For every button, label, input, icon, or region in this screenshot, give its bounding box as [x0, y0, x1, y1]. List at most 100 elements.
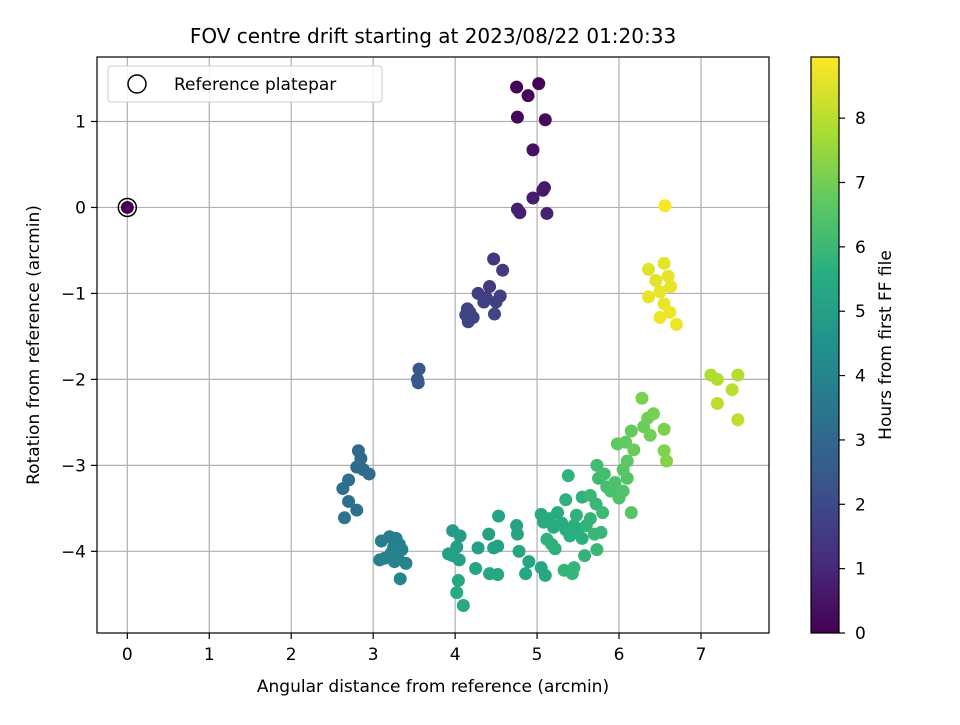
data-point — [487, 252, 501, 266]
data-point — [710, 396, 724, 410]
data-point — [725, 383, 739, 397]
data-point — [657, 444, 671, 458]
y-tick-label: 0 — [75, 198, 86, 218]
colorbar-gradient — [810, 56, 840, 634]
data-point — [477, 295, 491, 309]
data-point — [411, 376, 425, 390]
x-tick-label: 3 — [368, 645, 379, 665]
data-point — [522, 555, 536, 569]
data-point — [450, 586, 464, 600]
x-axis-label: Angular distance from reference (arcmin) — [257, 677, 609, 697]
data-point — [608, 476, 622, 490]
data-point — [519, 567, 533, 581]
colorbar-label: Hours from first FF file — [876, 250, 896, 440]
data-point — [661, 269, 675, 283]
data-point — [521, 89, 535, 103]
data-point — [731, 413, 745, 427]
data-point — [653, 310, 667, 324]
colorbar-tick-label: 2 — [855, 495, 866, 515]
data-point — [512, 544, 526, 558]
data-point — [569, 508, 583, 522]
data-point — [456, 598, 470, 612]
data-point — [597, 467, 611, 481]
data-point — [532, 77, 546, 91]
data-point — [538, 113, 552, 127]
data-point — [642, 290, 656, 304]
legend: Reference platepar — [107, 65, 383, 103]
data-point — [658, 199, 672, 213]
data-point — [337, 511, 351, 525]
y-axis-ticks: −4 −3 −2 −1 0 1 — [61, 112, 97, 562]
data-point — [350, 503, 364, 517]
data-point — [620, 454, 634, 468]
data-point — [635, 391, 649, 405]
data-point — [649, 274, 663, 288]
data-point — [594, 525, 608, 539]
data-point — [653, 285, 667, 299]
data-point — [646, 407, 660, 421]
data-point — [492, 509, 506, 523]
data-point — [583, 512, 597, 526]
data-point — [489, 295, 503, 309]
data-point — [710, 372, 724, 386]
colorbar: 0 1 2 3 4 5 6 7 8 Hours from first FF file — [810, 56, 896, 644]
data-point — [657, 422, 671, 436]
y-tick-label: −3 — [61, 456, 86, 476]
data-point — [453, 529, 467, 543]
colorbar-tick-label: 4 — [855, 367, 866, 387]
data-point — [537, 181, 551, 195]
legend-marker-icon — [127, 74, 147, 94]
data-point — [540, 206, 554, 220]
data-point — [412, 362, 426, 376]
x-tick-label: 6 — [614, 645, 625, 665]
data-point — [619, 435, 633, 449]
x-tick-label: 2 — [286, 645, 297, 665]
data-point — [483, 280, 497, 294]
data-point — [491, 568, 505, 582]
data-point — [643, 428, 657, 442]
legend-label: Reference platepar — [174, 75, 336, 95]
colorbar-tick-label: 3 — [855, 431, 866, 451]
y-tick-label: −1 — [61, 284, 86, 304]
data-point — [496, 263, 510, 277]
plot-frame — [96, 56, 770, 634]
data-point — [487, 307, 501, 321]
data-point — [664, 280, 678, 294]
data-point — [336, 482, 350, 496]
data-point — [491, 539, 505, 553]
y-tick-label: −2 — [61, 370, 86, 390]
grid-lines — [97, 57, 769, 633]
data-point — [387, 555, 401, 569]
x-tick-label: 0 — [122, 645, 133, 665]
data-point — [373, 553, 387, 567]
colorbar-ticks: 0 1 2 3 4 5 6 7 8 — [839, 109, 866, 644]
x-tick-label: 5 — [532, 645, 543, 665]
legend-box — [107, 65, 383, 103]
data-point — [567, 561, 581, 575]
data-point — [526, 191, 540, 205]
x-tick-label: 1 — [204, 645, 215, 665]
data-point — [624, 424, 638, 438]
x-axis-ticks: 0 1 2 3 4 5 6 7 — [122, 633, 706, 665]
colorbar-tick-label: 5 — [855, 302, 866, 322]
data-point — [399, 556, 413, 570]
data-point — [538, 568, 552, 582]
colorbar-tick-label: 1 — [855, 560, 866, 580]
data-point — [590, 543, 604, 557]
data-point — [551, 506, 565, 520]
data-point — [120, 200, 134, 214]
data-point — [540, 532, 554, 546]
data-point — [578, 549, 592, 563]
data-point — [627, 443, 641, 457]
data-point — [642, 262, 656, 276]
x-tick-label: 7 — [696, 645, 707, 665]
data-point — [513, 206, 527, 220]
data-point — [561, 469, 575, 483]
data-point — [624, 506, 638, 520]
data-point — [660, 454, 674, 468]
data-point — [471, 541, 485, 555]
data-point — [452, 553, 466, 567]
data-point — [731, 368, 745, 382]
